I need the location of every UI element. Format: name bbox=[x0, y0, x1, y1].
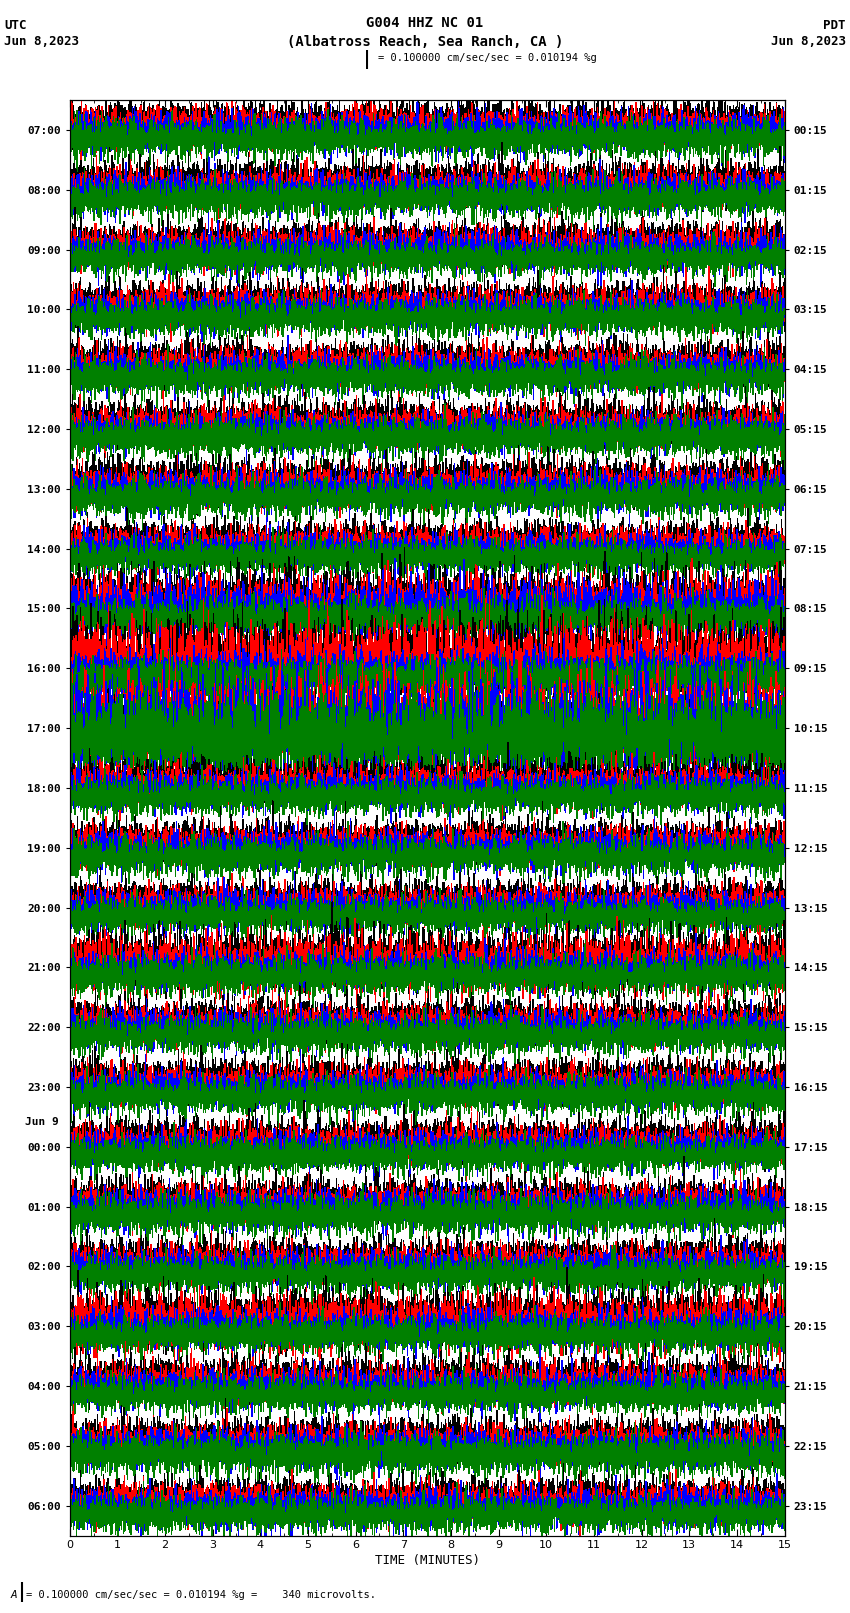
X-axis label: TIME (MINUTES): TIME (MINUTES) bbox=[375, 1553, 479, 1566]
Text: UTC: UTC bbox=[4, 19, 26, 32]
Text: = 0.100000 cm/sec/sec = 0.010194 %g: = 0.100000 cm/sec/sec = 0.010194 %g bbox=[378, 53, 597, 63]
Text: G004 HHZ NC 01: G004 HHZ NC 01 bbox=[366, 16, 484, 31]
Text: Jun 8,2023: Jun 8,2023 bbox=[4, 35, 79, 48]
Text: PDT: PDT bbox=[824, 19, 846, 32]
Text: (Albatross Reach, Sea Ranch, CA ): (Albatross Reach, Sea Ranch, CA ) bbox=[286, 35, 564, 50]
Text: A: A bbox=[10, 1590, 17, 1600]
Text: Jun 8,2023: Jun 8,2023 bbox=[771, 35, 846, 48]
Text: = 0.100000 cm/sec/sec = 0.010194 %g =    340 microvolts.: = 0.100000 cm/sec/sec = 0.010194 %g = 34… bbox=[26, 1590, 376, 1600]
Text: Jun 9: Jun 9 bbox=[26, 1116, 59, 1126]
